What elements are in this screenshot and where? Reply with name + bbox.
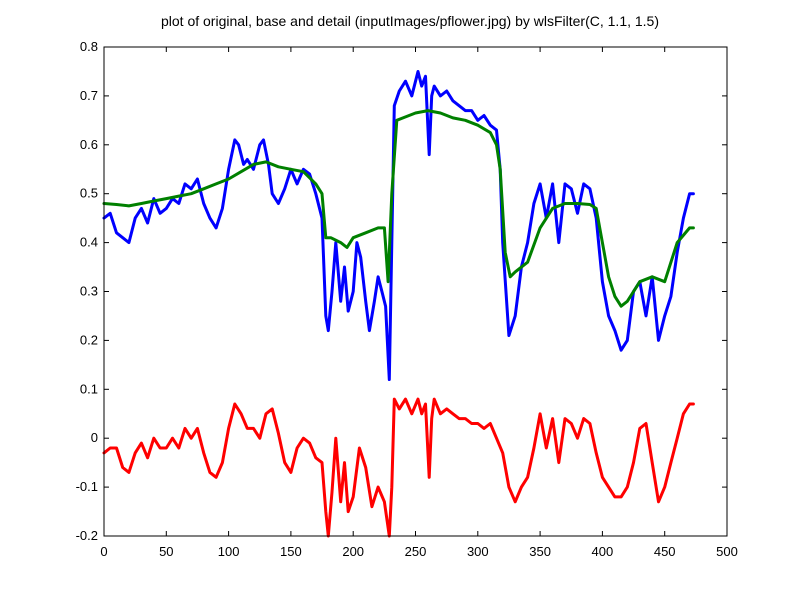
- x-axis: 0 50 100 150 200 250 300 350 400 450 500: [100, 47, 738, 559]
- x-tick-label: 350: [529, 544, 551, 559]
- y-axis: -0.2 -0.1 0 0.1 0.2 0.3 0.4 0.5 0.6 0.7 0.8: [76, 39, 727, 543]
- y-tick-label: -0.2: [76, 528, 98, 543]
- x-tick-label: 250: [405, 544, 427, 559]
- y-tick-label: 0.1: [80, 381, 98, 396]
- x-tick-label: 450: [654, 544, 676, 559]
- y-tick-label: -0.1: [76, 479, 98, 494]
- series-line-1: [102, 70, 695, 381]
- x-tick-label: 300: [467, 544, 489, 559]
- y-tick-label: 0: [91, 430, 98, 445]
- series-line-3: [102, 397, 695, 538]
- y-tick-label: 0.8: [80, 39, 98, 54]
- chart-title: plot of original, base and detail (input…: [161, 13, 659, 29]
- y-tick-label: 0.4: [80, 235, 98, 250]
- x-tick-label: 150: [280, 544, 302, 559]
- y-tick-label: 0.3: [80, 284, 98, 299]
- y-tick-label: 0.7: [80, 88, 98, 103]
- x-tick-label: 200: [342, 544, 364, 559]
- x-tick-label: 100: [218, 544, 240, 559]
- x-tick-label: 50: [159, 544, 173, 559]
- y-tick-label: 0.6: [80, 137, 98, 152]
- y-tick-label: 0.5: [80, 186, 98, 201]
- x-tick-label: 500: [716, 544, 738, 559]
- x-tick-label: 0: [100, 544, 107, 559]
- series-layer: [102, 70, 695, 538]
- series-line-2: [102, 109, 695, 308]
- x-tick-label: 400: [592, 544, 614, 559]
- y-tick-label: 0.2: [80, 332, 98, 347]
